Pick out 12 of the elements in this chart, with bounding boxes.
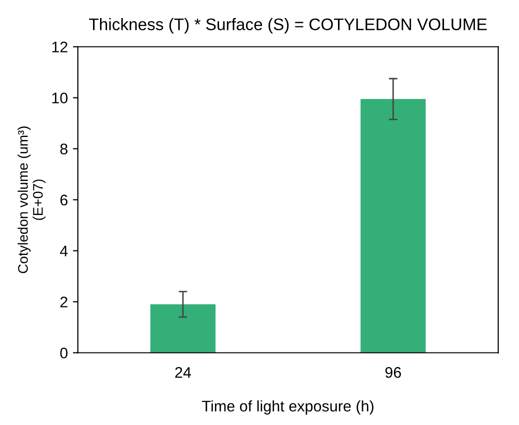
y-tick-label: 12 <box>52 42 68 52</box>
y-tick-label: 2 <box>60 296 68 308</box>
y-tick-label: 6 <box>60 194 68 206</box>
y-tick-label: 4 <box>60 246 68 256</box>
chart-title: Thickness (T) * Surface (S) = COTYLEDON VOLUME <box>89 18 487 34</box>
y-tick-label: 10 <box>52 92 68 104</box>
y-tick-label: 0 <box>60 348 68 358</box>
x-tick-label: 24 <box>175 367 191 378</box>
x-tick-label: 96 <box>385 367 401 378</box>
x-axis-title: Time of light exposure (h) <box>202 400 374 415</box>
y-axis-title: Cotyledon volume (um³) (E+07) <box>18 126 46 274</box>
y-tick-label: 8 <box>60 144 68 154</box>
